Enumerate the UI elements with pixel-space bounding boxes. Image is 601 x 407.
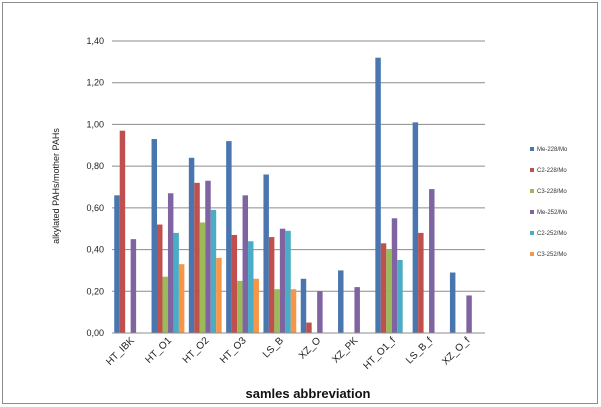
bar — [119, 130, 126, 333]
bar — [242, 195, 249, 333]
y-tick-labels: 0,00 0,20 0,40 0,60 0,80 1,00 1,20 1,40 — [86, 36, 104, 338]
bar — [216, 257, 222, 333]
y-tick-label: 0,40 — [86, 245, 104, 255]
bar — [274, 289, 280, 333]
legend-label: C3-252/Mo — [537, 252, 567, 258]
x-tick-labels: HT_IBK HT_O1 HT_O2 HT_O3 LS_B XZ_O XZ_PK HT_O1_… — [104, 335, 472, 372]
legend-label: Me-228/Mo — [537, 147, 568, 153]
legend-label: C3-228/Mo — [537, 189, 567, 195]
y-tick-label: 0,00 — [86, 328, 104, 338]
x-tick-label: HT_O3 — [218, 335, 249, 366]
bar — [210, 209, 217, 333]
bar — [199, 222, 206, 333]
bar — [263, 174, 269, 333]
bar — [279, 228, 286, 333]
legend-swatch — [530, 231, 534, 235]
legend-swatch — [530, 147, 534, 151]
bar — [205, 180, 211, 333]
bar — [375, 57, 381, 333]
bar — [237, 280, 243, 333]
x-tick-label: LS_B_f — [404, 335, 435, 366]
bar — [391, 218, 398, 333]
bar — [418, 232, 424, 333]
legend-swatch — [530, 210, 534, 214]
bar — [306, 322, 312, 333]
x-tick-label: HT_IBK — [104, 335, 137, 368]
bar — [157, 224, 163, 333]
bar — [380, 243, 387, 333]
y-tick-label: 1,00 — [86, 119, 104, 129]
bar — [285, 230, 291, 333]
bar — [248, 241, 254, 333]
legend-label: Me-252/Mo — [537, 210, 568, 216]
bar — [253, 278, 259, 333]
y-tick-label: 0,20 — [86, 286, 104, 296]
bar — [151, 139, 158, 333]
bar — [429, 189, 435, 333]
legend-label: C2-228/Mo — [537, 168, 567, 174]
bar — [338, 270, 344, 333]
bar — [354, 287, 360, 333]
bar — [130, 239, 137, 333]
bar — [397, 260, 403, 333]
bar — [167, 193, 174, 333]
y-tick-label: 0,60 — [86, 203, 104, 213]
x-tick-label: HT_O2 — [181, 335, 212, 366]
x-tick-label: LS_B — [261, 335, 286, 360]
y-tick-label: 0,80 — [86, 161, 104, 171]
bar — [412, 122, 419, 333]
x-tick-label: XZ_O_f — [440, 335, 472, 367]
chart-frame — [2, 2, 598, 404]
y-tick-label: 1,20 — [86, 78, 104, 88]
legend: Me-228/Mo C2-228/Mo C3-228/Mo Me-252/Mo C2-2… — [530, 147, 568, 258]
bar — [290, 289, 297, 333]
y-tick-label: 1,40 — [86, 36, 104, 46]
legend-swatch — [530, 189, 534, 193]
bar — [317, 291, 323, 333]
bar — [268, 237, 275, 333]
bar — [226, 141, 232, 333]
bar — [162, 276, 168, 333]
bar — [178, 264, 185, 333]
bars — [114, 57, 472, 333]
bar — [300, 278, 307, 333]
x-tick-label: XZ_PK — [330, 335, 360, 365]
legend-swatch — [530, 168, 534, 172]
bar — [231, 234, 238, 333]
bar — [114, 195, 120, 333]
bar — [466, 295, 472, 333]
bar — [173, 232, 179, 333]
bar — [188, 157, 195, 333]
y-axis-title: alkylated PAHs/mother PAHs — [51, 128, 61, 244]
x-axis-title: samles abbreviation — [246, 386, 371, 401]
bar — [194, 182, 200, 333]
bar — [386, 249, 392, 333]
legend-swatch — [530, 252, 534, 256]
legend-label: C2-252/Mo — [537, 231, 567, 237]
x-tick-label: XZ_O — [297, 335, 323, 361]
bar — [449, 272, 456, 333]
x-tick-label: HT_O1_f — [361, 335, 398, 372]
x-tick-label: HT_O1 — [143, 335, 174, 366]
